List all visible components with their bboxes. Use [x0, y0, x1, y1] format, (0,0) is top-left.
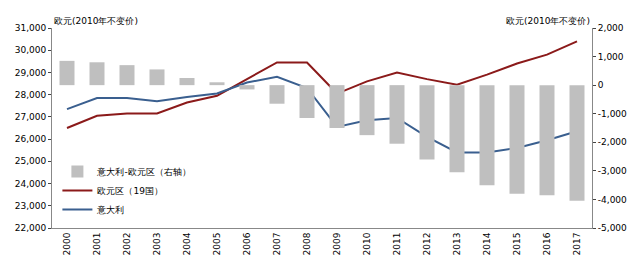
svg-text:2015: 2015: [512, 233, 522, 256]
svg-text:2009: 2009: [332, 232, 342, 255]
svg-text:25,000: 25,000: [15, 156, 47, 166]
svg-text:2016: 2016: [542, 232, 552, 255]
svg-text:2011: 2011: [392, 233, 402, 256]
svg-text:30,000: 30,000: [15, 45, 47, 55]
svg-text:-4,000: -4,000: [598, 195, 627, 205]
svg-text:2007: 2007: [272, 233, 282, 256]
svg-text:2005: 2005: [212, 233, 222, 256]
svg-text:1,000: 1,000: [598, 52, 624, 62]
svg-text:2006: 2006: [242, 232, 252, 255]
svg-text:2008: 2008: [302, 232, 312, 255]
svg-text:欧元(2010年不变价): 欧元(2010年不变价): [506, 16, 590, 26]
svg-text:24,000: 24,000: [15, 179, 47, 189]
svg-text:2002: 2002: [122, 233, 132, 256]
svg-text:2004: 2004: [182, 232, 192, 255]
svg-text:2001: 2001: [92, 233, 102, 256]
svg-text:2013: 2013: [452, 233, 462, 256]
svg-text:26,000: 26,000: [15, 134, 47, 144]
svg-text:22,000: 22,000: [15, 223, 47, 233]
svg-text:2014: 2014: [482, 232, 492, 255]
svg-text:2010: 2010: [362, 232, 372, 255]
svg-text:-2,000: -2,000: [598, 137, 627, 147]
svg-text:-3,000: -3,000: [598, 166, 627, 176]
svg-text:意大利: 意大利: [96, 205, 124, 215]
svg-text:2017: 2017: [572, 233, 582, 256]
svg-text:0: 0: [598, 80, 604, 90]
svg-text:意大利-欧元区（右轴）: 意大利-欧元区（右轴）: [96, 167, 190, 177]
svg-text:2012: 2012: [422, 233, 432, 256]
svg-text:-1,000: -1,000: [598, 109, 627, 119]
svg-text:2003: 2003: [152, 233, 162, 256]
svg-text:23,000: 23,000: [15, 201, 47, 211]
svg-text:31,000: 31,000: [15, 23, 47, 33]
svg-text:-5,000: -5,000: [598, 223, 627, 233]
svg-text:27,000: 27,000: [15, 112, 47, 122]
svg-text:29,000: 29,000: [15, 68, 47, 78]
svg-text:欧元(2010年不变价): 欧元(2010年不变价): [54, 16, 138, 26]
svg-text:欧元区（19国）: 欧元区（19国）: [97, 186, 162, 196]
svg-text:2,000: 2,000: [598, 23, 624, 33]
svg-text:2000: 2000: [62, 232, 72, 255]
svg-text:28,000: 28,000: [15, 90, 47, 100]
